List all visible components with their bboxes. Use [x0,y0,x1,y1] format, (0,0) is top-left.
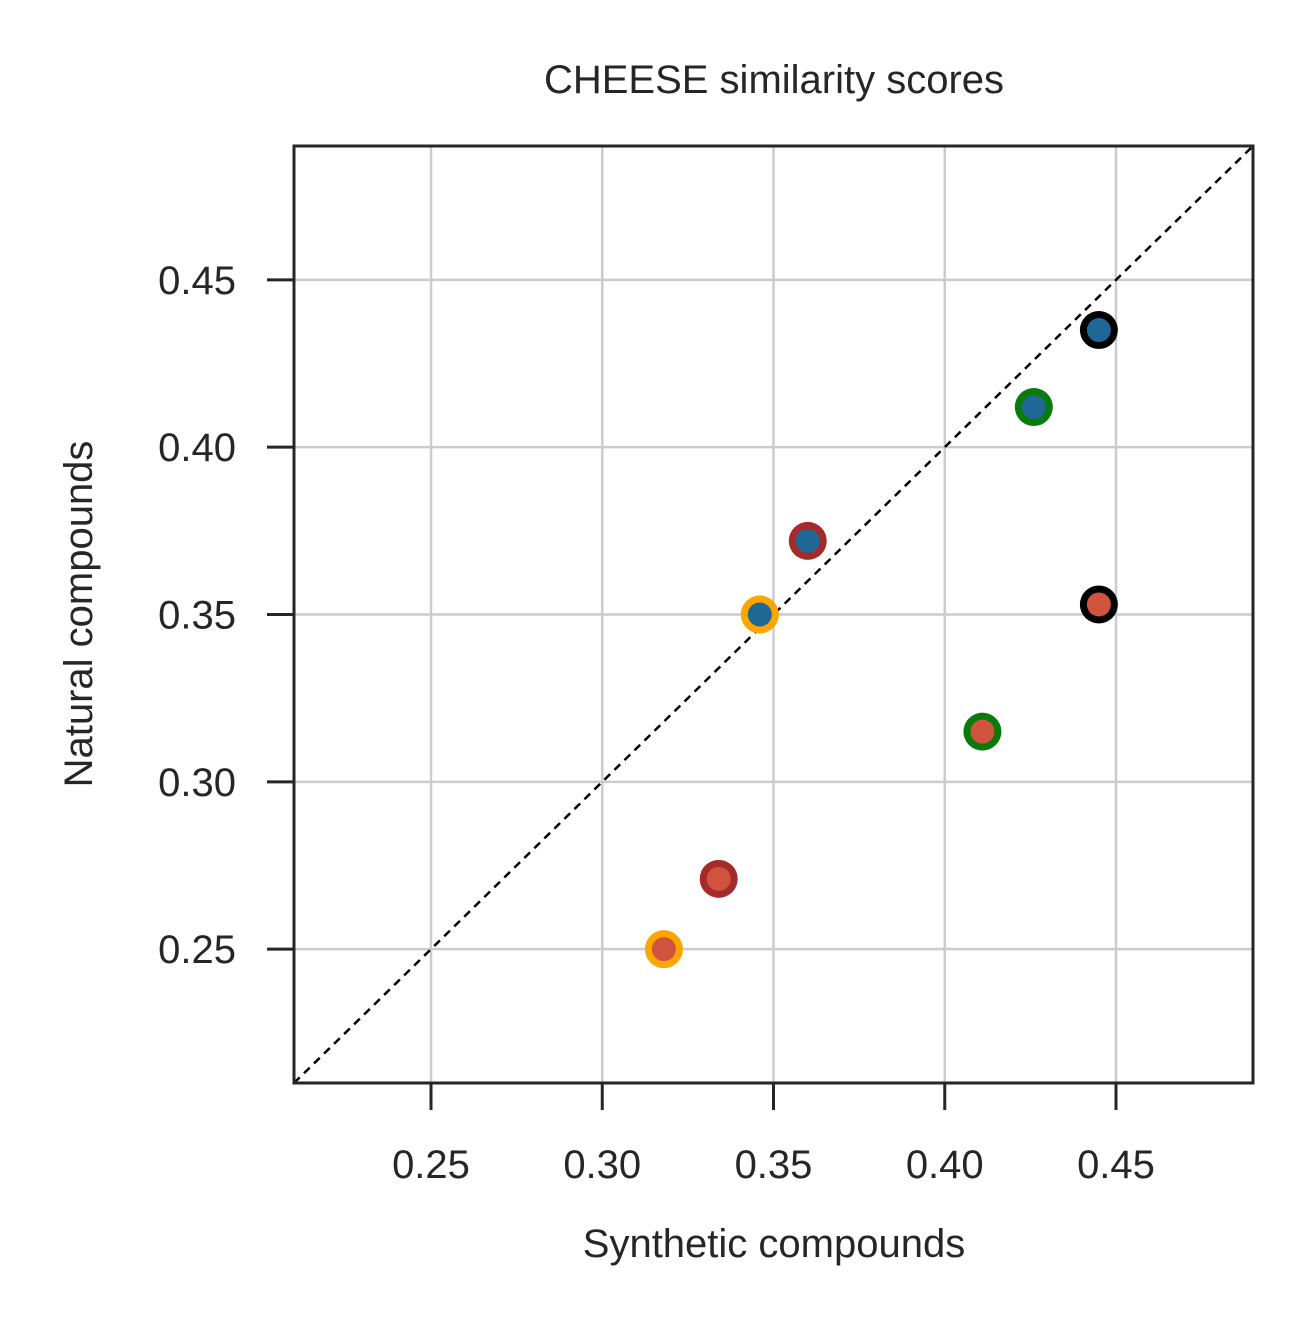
data-point [740,595,779,634]
data-point [1014,388,1053,427]
data-point-fill [1086,318,1111,343]
data-point [644,930,683,969]
x-axis-title: Synthetic compounds [583,1222,965,1266]
data-point-fill [795,528,820,553]
y-tick-label: 0.40 [158,426,236,470]
data-point-fill [706,866,731,891]
data-point-fill [651,937,676,962]
y-tick-label: 0.35 [158,594,236,638]
x-tick-label: 0.25 [392,1143,470,1187]
data-point [788,521,827,560]
data-point [1079,585,1118,624]
data-point-fill [970,719,995,744]
y-axis-title: Natural compounds [57,441,101,788]
data-point-fill [747,602,772,627]
x-tick-label: 0.30 [563,1143,641,1187]
x-tick-label: 0.40 [906,1143,984,1187]
y-tick-label: 0.45 [158,259,236,303]
data-point [1079,311,1118,350]
data-point [963,712,1002,751]
x-tick-label: 0.45 [1077,1143,1155,1187]
data-points [644,311,1118,969]
data-point [699,859,738,898]
y-axis-ticks: 0.25 0.30 0.35 0.40 0.45 [158,259,294,972]
y-tick-label: 0.25 [158,928,236,972]
x-tick-label: 0.35 [735,1143,813,1187]
data-point-fill [1086,592,1111,617]
data-point-fill [1021,395,1046,420]
chart-title: CHEESE similarity scores [544,58,1004,102]
y-tick-label: 0.30 [158,761,236,805]
x-axis-ticks: 0.25 0.30 0.35 0.40 0.45 [392,1083,1155,1187]
